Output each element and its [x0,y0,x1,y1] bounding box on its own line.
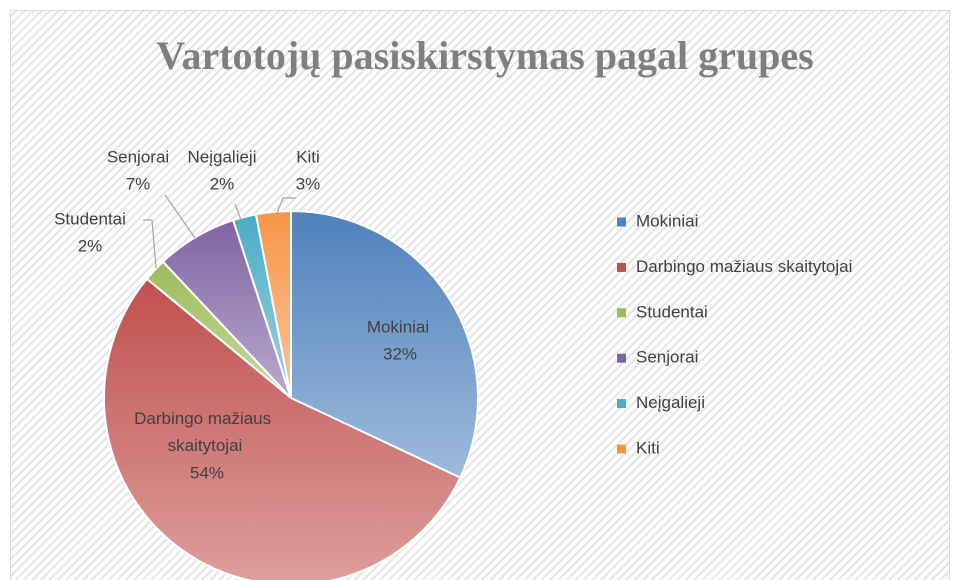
pie-slice [103,277,462,580]
data-label-category: Darbingo mažiaus skaitytojai [134,409,276,455]
legend-label: Mokiniai [636,211,698,230]
legend-marker [617,262,626,272]
pie-slice [290,209,479,479]
legend-label: Senjorai [636,348,698,367]
data-label-category: Senjorai [107,147,169,166]
data-label-category: Kiti [296,147,320,166]
data-label-category: Studentai [54,209,126,228]
leader-line [276,197,296,214]
legend-marker [617,399,626,409]
legend-label: Kiti [636,438,660,457]
legend-marker [617,217,626,227]
chart-title: Vartotojų pasiskirstymas pagal grupes [156,33,813,78]
data-label-value: 2% [78,236,103,255]
pie-slice [254,209,292,399]
legend-label: Darbingo mažiaus skaitytojai [636,257,852,276]
legend-label: Neįgalieji [636,393,705,412]
legend-label: Studentai [636,302,708,321]
data-label-value: 7% [126,174,151,193]
leader-line [234,203,242,221]
legend-marker [617,444,626,454]
data-label-value: 54% [190,463,224,482]
legend-marker [617,353,626,363]
leader-line [143,219,157,269]
leader-line [164,194,196,239]
pie [103,209,479,580]
data-label-category: Mokiniai [367,317,429,336]
data-label-value: 3% [296,174,321,193]
data-label-category: Neįgalieji [188,147,257,166]
legend-marker [617,308,626,318]
data-label-value: 2% [210,174,235,193]
data-label-value: 32% [383,344,417,363]
